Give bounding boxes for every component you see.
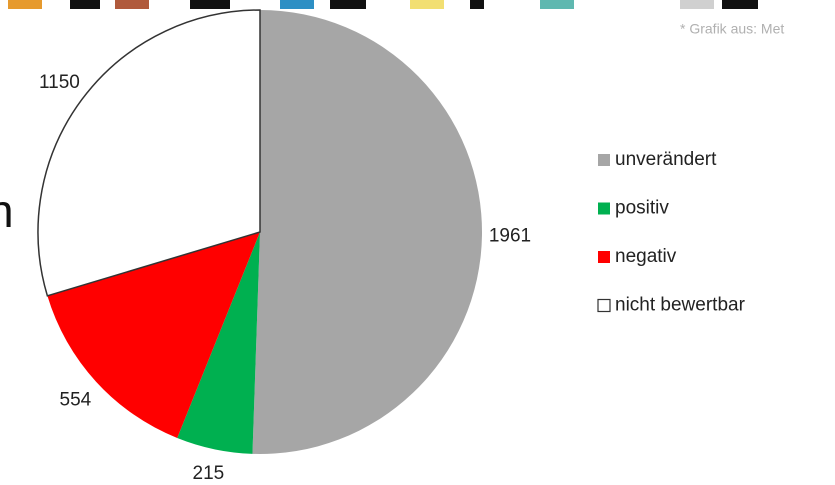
fragment: [722, 0, 758, 9]
header-fragments: [8, 0, 758, 9]
legend-label: unverändert: [615, 149, 717, 170]
pie-slice: [177, 232, 260, 454]
fragment: [115, 0, 149, 9]
legend-swatch: [598, 251, 610, 263]
pie-slice: [252, 10, 482, 454]
fragment-text: n: [0, 185, 14, 237]
pie-slice: [37, 9, 261, 297]
source-note: * Grafik aus: Met: [680, 21, 784, 37]
legend-label: positiv: [615, 198, 669, 219]
fragment: [680, 0, 714, 9]
legend-swatch: [598, 154, 610, 166]
fragment: [330, 0, 366, 9]
fragment: [410, 0, 444, 9]
legend-swatch: [597, 298, 611, 313]
data-label: 554: [60, 390, 92, 411]
legend-swatch: [598, 202, 610, 215]
fragment: [280, 0, 314, 9]
pie-slice: [47, 232, 260, 438]
fragment: [8, 0, 42, 9]
fragment: [70, 0, 100, 9]
fragment: [470, 0, 484, 9]
fragment: [190, 0, 230, 9]
fragment: [540, 0, 574, 9]
legend-label: negativ: [615, 246, 677, 267]
data-label: 1150: [39, 72, 80, 93]
data-label: 1961: [489, 225, 531, 246]
data-label: 215: [193, 463, 225, 484]
legend-label: nicht bewertbar: [615, 295, 746, 316]
